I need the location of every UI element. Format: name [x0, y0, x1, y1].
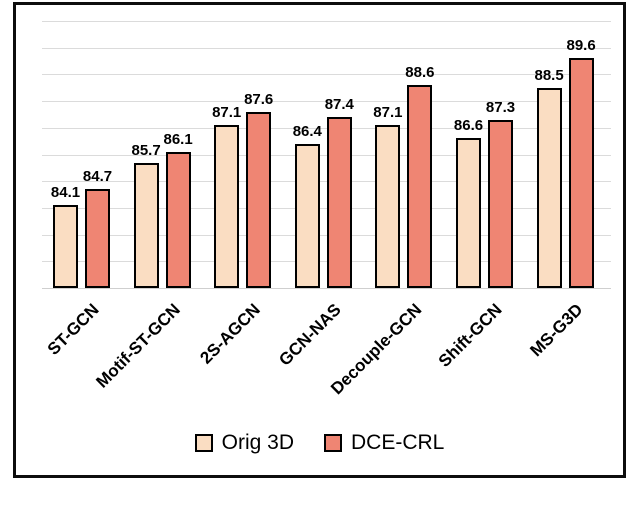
gridline [42, 74, 611, 76]
bar-dce-crl [568, 58, 594, 288]
bar-value-label: 85.7 [131, 141, 161, 159]
gridline [42, 47, 611, 49]
gridline [42, 127, 611, 129]
gridline [42, 21, 611, 22]
bar-value-label: 88.5 [534, 66, 564, 84]
x-axis-baseline [42, 288, 611, 289]
legend-swatch-icon [324, 434, 342, 452]
bar-dce-crl [488, 119, 513, 288]
bar-dce-crl [326, 117, 352, 288]
bar-value-label: 87.6 [244, 90, 274, 108]
bar-value-label: 89.6 [566, 37, 596, 55]
bar-value-label: 87.1 [212, 104, 242, 122]
gridline [42, 207, 611, 209]
bar-value-label: 87.4 [324, 96, 354, 114]
legend-swatch-icon [194, 434, 213, 452]
bar-orig-3d [133, 162, 159, 288]
bar-orig-3d [536, 87, 562, 288]
bar-value-label: 88.6 [405, 64, 435, 82]
gridline [42, 101, 611, 103]
bar-value-label: 86.1 [163, 130, 193, 148]
legend-label: DCE-CRL [351, 431, 445, 454]
legend-item: Orig 3D [194, 431, 294, 455]
bar-value-label: 87.3 [485, 98, 516, 116]
bar-dce-crl [85, 189, 110, 288]
bar-value-label: 86.4 [292, 122, 322, 140]
gridline [42, 181, 611, 183]
gridline [42, 234, 611, 236]
bar-orig-3d [294, 143, 320, 288]
gridline [42, 154, 611, 156]
bar-value-label: 86.6 [453, 117, 484, 135]
bar-orig-3d [375, 125, 401, 288]
bar-value-label: 84.1 [50, 184, 81, 202]
bar-value-label: 87.1 [373, 104, 403, 122]
bar-orig-3d [214, 125, 240, 288]
legend-item: DCE-CRL [324, 431, 444, 455]
bar-dce-crl [246, 111, 272, 288]
bar-orig-3d [53, 205, 78, 288]
bar-orig-3d [456, 138, 481, 288]
bar-dce-crl [407, 85, 433, 288]
gridline [42, 261, 611, 263]
legend: Orig 3D DCE-CRL [13, 431, 626, 455]
bar-dce-crl [165, 151, 191, 288]
legend-label: Orig 3D [221, 431, 294, 454]
bar-value-label: 84.7 [82, 168, 113, 186]
plot-area: 84.1 84.7 85.7 86.1 87.1 87.6 86.4 87.4 87.1 88.6… [42, 21, 611, 289]
